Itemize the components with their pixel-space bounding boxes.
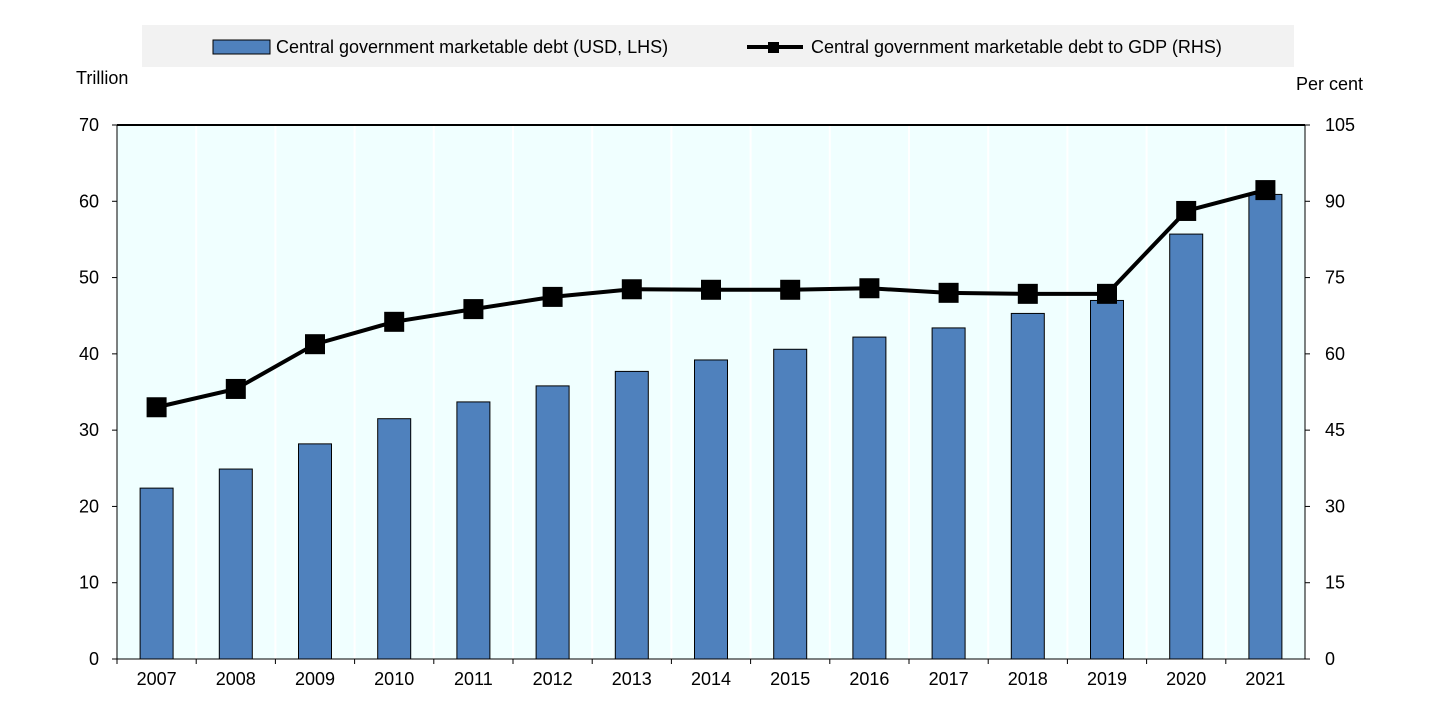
line-marker [1097, 283, 1117, 304]
y-right-tick-label: 75 [1325, 268, 1345, 288]
line-marker [701, 279, 721, 300]
bar [377, 418, 412, 660]
legend-line-marker [768, 42, 779, 53]
y-left-tick-label: 30 [79, 420, 99, 440]
y-right-tick-label: 60 [1325, 344, 1345, 364]
legend-bar-swatch [212, 39, 271, 55]
bar [1010, 312, 1045, 660]
line-marker [1017, 283, 1038, 304]
x-tick-label: 2011 [454, 669, 493, 689]
y-left-tick-label: 40 [79, 344, 99, 364]
y-left-tick-label: 10 [79, 573, 99, 593]
line-marker [542, 286, 563, 307]
y-left-tick-label: 70 [79, 115, 99, 135]
bar [298, 443, 332, 660]
line-marker [463, 299, 484, 320]
bar [1090, 299, 1124, 660]
legend-line-label: Central government marketable debt to GD… [811, 37, 1222, 57]
y-right-tick-label: 0 [1325, 649, 1335, 669]
line-marker [938, 282, 959, 303]
bar [218, 468, 253, 660]
line-marker [1176, 200, 1197, 221]
x-tick-label: 2020 [1166, 669, 1206, 689]
line-marker [780, 279, 801, 300]
x-tick-label: 2007 [137, 669, 177, 689]
y-right-tick-label: 15 [1325, 573, 1345, 593]
bar [139, 487, 174, 660]
x-tick-label: 2017 [929, 669, 969, 689]
line-marker [225, 378, 246, 399]
x-tick-label: 2010 [374, 669, 414, 689]
x-tick-label: 2021 [1245, 669, 1285, 689]
y-left-tick-label: 60 [79, 191, 99, 211]
x-tick-label: 2009 [295, 669, 335, 689]
y-right-tick-label: 105 [1325, 115, 1355, 135]
bar [1169, 233, 1204, 660]
bar [852, 336, 887, 660]
x-tick-label: 2018 [1008, 669, 1048, 689]
bar [931, 327, 966, 660]
y-right-tick-label: 45 [1325, 420, 1345, 440]
legend-box [142, 25, 1294, 67]
y-left-tick-label: 0 [89, 649, 99, 669]
line-marker [1255, 180, 1276, 201]
x-tick-label: 2016 [849, 669, 889, 689]
y-left-tick-label: 20 [79, 496, 99, 516]
line-marker [859, 278, 880, 299]
bar [535, 385, 570, 660]
x-tick-label: 2014 [691, 669, 731, 689]
line-marker [146, 397, 167, 418]
line-marker [621, 279, 642, 300]
x-tick-label: 2012 [533, 669, 573, 689]
line-marker [384, 311, 405, 332]
bar [1248, 193, 1283, 660]
x-tick-label: 2013 [612, 669, 652, 689]
x-tick-label: 2019 [1087, 669, 1127, 689]
bar [773, 348, 808, 660]
y-right-tick-label: 30 [1325, 496, 1345, 516]
y-right-tick-label: 90 [1325, 191, 1345, 211]
legend-bar-label: Central government marketable debt (USD,… [276, 37, 668, 57]
bar [694, 359, 728, 660]
y-right-label: Per cent [1296, 74, 1363, 94]
y-left-tick-label: 50 [79, 268, 99, 288]
bar [614, 370, 649, 660]
x-tick-label: 2015 [770, 669, 810, 689]
bar [456, 401, 491, 660]
line-marker [305, 334, 325, 355]
x-tick-label: 2008 [216, 669, 256, 689]
y-left-label: Trillion [76, 68, 128, 88]
